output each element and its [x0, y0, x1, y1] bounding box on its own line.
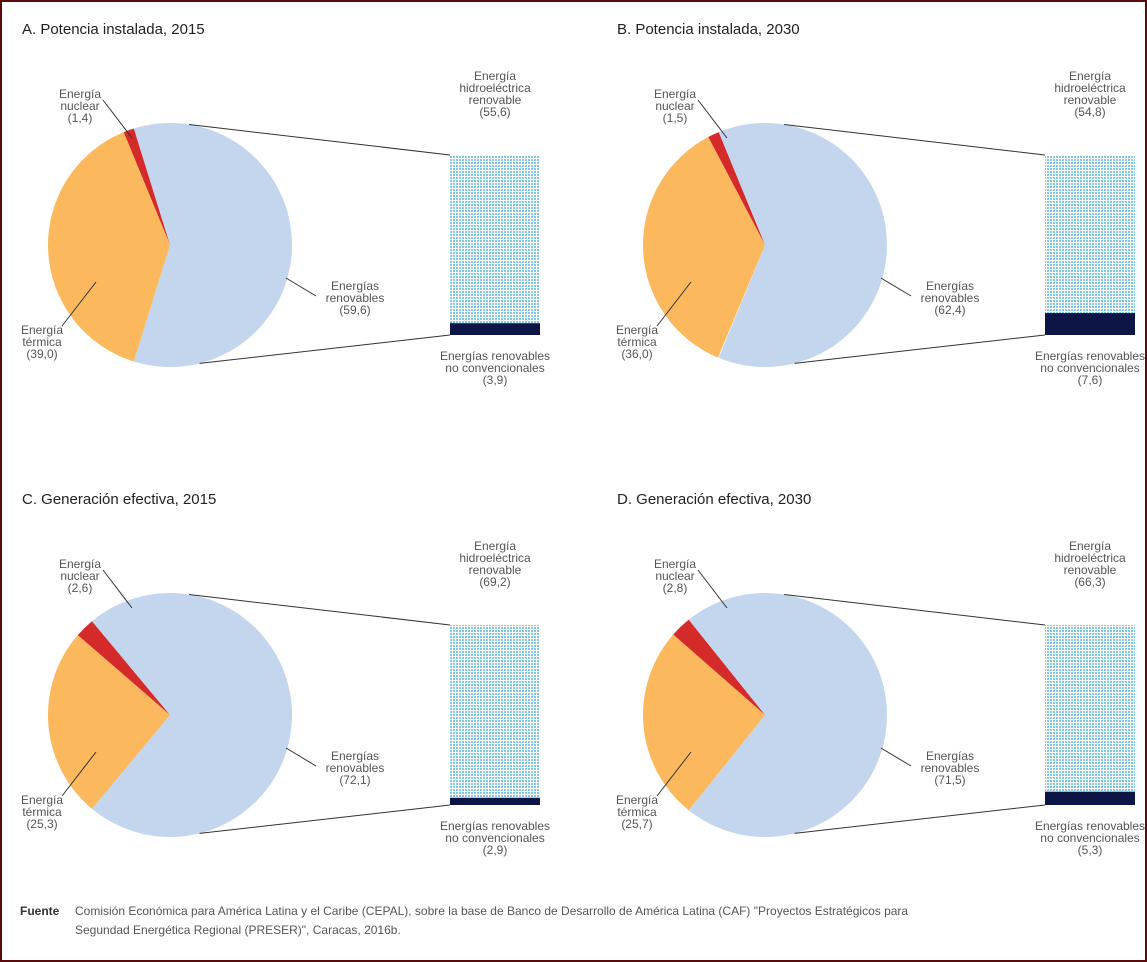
bar-label: Energías renovables no convencionales: [1035, 349, 1145, 375]
slice-label: Energía térmica: [616, 323, 658, 349]
pie-slice: [688, 593, 887, 837]
bar-value-label: (69,2): [479, 575, 510, 589]
bar-segment: [1045, 625, 1135, 792]
slice-value-label: (36,0): [621, 347, 652, 361]
connector-line: [189, 594, 451, 626]
chart-title: B. Potencia instalada, 2030: [617, 21, 800, 38]
slice-value-label: (2,8): [663, 581, 688, 595]
pie-slice: [673, 619, 765, 715]
pie-slice: [133, 122, 293, 368]
slice-label: Energías renovables: [326, 749, 385, 775]
bar-value-label: (5,3): [1078, 843, 1103, 857]
bar-segment: [1045, 155, 1135, 314]
leader-line: [880, 277, 912, 297]
slice-label: Energía nuclear: [59, 87, 101, 113]
leader-line: [285, 747, 317, 767]
bar-label: Energía hidroeléctrica renovable: [459, 539, 531, 577]
slice-value-label: (59,6): [339, 303, 370, 317]
connector-line: [199, 804, 451, 834]
bar-label: Energía hidroeléctrica renovable: [1054, 69, 1126, 107]
slice-label: Energías renovables: [921, 749, 980, 775]
pie-slice: [718, 122, 887, 368]
leader-line: [61, 281, 97, 327]
pie-slice: [123, 128, 170, 245]
chart-title: C. Generación efectiva, 2015: [22, 491, 216, 508]
slice-label: Energías renovables: [326, 279, 385, 305]
chart-title: D. Generación efectiva, 2030: [617, 491, 811, 508]
slice-label: Energía nuclear: [654, 87, 696, 113]
bar-segment: [1045, 791, 1135, 805]
pie-slice: [643, 137, 765, 358]
bar-label: Energías renovables no convencionales: [440, 819, 550, 845]
slice-label: Energías renovables: [921, 279, 980, 305]
slice-label: Energía nuclear: [654, 557, 696, 583]
pie-slice: [91, 593, 292, 837]
leader-line: [656, 281, 692, 327]
bar-label: Energías renovables no convencionales: [1035, 819, 1145, 845]
source-label: Fuente: [20, 904, 60, 918]
slice-value-label: (72,1): [339, 773, 370, 787]
connector-line: [794, 334, 1046, 364]
slice-value-label: (25,3): [26, 817, 57, 831]
connector-line: [199, 334, 451, 364]
slice-value-label: (1,4): [68, 111, 93, 125]
bar-value-label: (2,9): [483, 843, 508, 857]
connector-line: [784, 124, 1046, 156]
bar-label: Energía hidroeléctrica renovable: [459, 69, 531, 107]
bar-value-label: (7,6): [1078, 373, 1103, 387]
leader-line: [102, 569, 133, 609]
leader-line: [880, 747, 912, 767]
bar-label: Energía hidroeléctrica renovable: [1054, 539, 1126, 577]
bar-segment: [1045, 313, 1135, 335]
bar-segment: [450, 155, 540, 324]
leader-line: [285, 277, 317, 297]
bar-label: Energías renovables no convencionales: [440, 349, 550, 375]
slice-value-label: (25,7): [621, 817, 652, 831]
pie-slice: [77, 621, 170, 715]
slice-label: Energía térmica: [616, 793, 658, 819]
slice-value-label: (2,6): [68, 581, 93, 595]
slice-label: Energía térmica: [21, 793, 63, 819]
leader-line: [102, 99, 133, 139]
leader-line: [61, 751, 97, 797]
slice-label: Energía térmica: [21, 323, 63, 349]
leader-line: [697, 99, 728, 139]
source-note: Comisión Económica para América Latina y…: [75, 904, 908, 937]
connector-line: [189, 124, 451, 156]
bar-segment: [450, 323, 540, 335]
pie-slice: [48, 635, 170, 809]
pie-slice: [643, 634, 765, 811]
bar-value-label: (54,8): [1074, 105, 1105, 119]
leader-line: [697, 569, 728, 609]
chart-title: A. Potencia instalada, 2015: [22, 21, 205, 38]
connector-line: [794, 804, 1046, 834]
leader-line: [656, 751, 692, 797]
bar-value-label: (3,9): [483, 373, 508, 387]
pie-slice: [708, 132, 765, 245]
slice-value-label: (39,0): [26, 347, 57, 361]
slice-value-label: (1,5): [663, 111, 688, 125]
bar-value-label: (55,6): [479, 105, 510, 119]
bar-value-label: (66,3): [1074, 575, 1105, 589]
slice-value-label: (71,5): [934, 773, 965, 787]
slice-label: Energía nuclear: [59, 557, 101, 583]
connector-line: [784, 594, 1046, 626]
slice-value-label: (62,4): [934, 303, 965, 317]
bar-segment: [450, 797, 540, 805]
bar-segment: [450, 625, 540, 798]
